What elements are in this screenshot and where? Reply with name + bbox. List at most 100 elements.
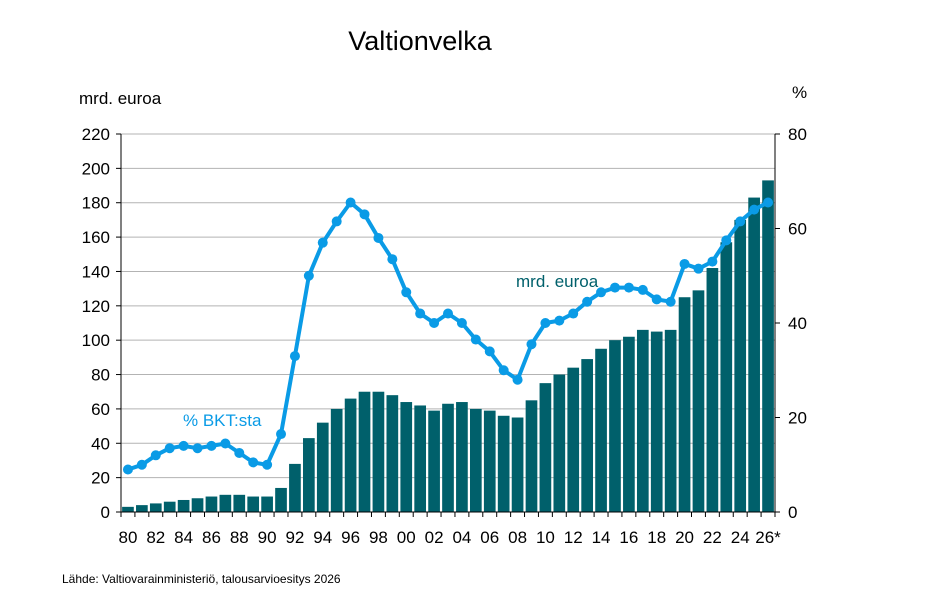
left-tick-label: 20 (91, 469, 110, 488)
line-point (484, 346, 495, 357)
bar (191, 498, 204, 512)
bar (205, 496, 218, 512)
line-point (150, 450, 161, 461)
bar (706, 268, 719, 512)
line-point (721, 235, 732, 246)
axes (116, 133, 780, 517)
bar (692, 290, 705, 512)
line-point (679, 258, 690, 269)
bar (247, 496, 260, 512)
line-point (331, 216, 342, 227)
line-point (415, 308, 426, 319)
right-tick-label: 60 (788, 220, 807, 239)
bar (289, 463, 301, 512)
bar (303, 438, 315, 512)
bar (567, 367, 580, 512)
bar (748, 197, 760, 512)
line-point (749, 204, 760, 215)
bar (372, 391, 385, 512)
x-tick-label: 82 (146, 528, 165, 547)
x-tick-label: 94 (313, 528, 332, 547)
x-tick-label: 10 (536, 528, 555, 547)
bar (233, 494, 246, 512)
left-axis-unit: mrd. euroa (79, 89, 162, 108)
line-point (289, 351, 300, 362)
line-point (248, 457, 259, 468)
line-point (206, 440, 217, 451)
left-tick-label: 220 (82, 125, 110, 144)
bar (386, 395, 399, 512)
line-point (220, 438, 231, 449)
left-axis-ticks: 0 20 40 60 80 100 120 140 160 180 200 220 (82, 125, 110, 522)
line-point (164, 443, 175, 454)
line-series (122, 197, 774, 475)
x-tick-label: 00 (397, 528, 416, 547)
x-tick-label: 26* (755, 528, 781, 547)
x-tick-label: 90 (258, 528, 277, 547)
bar (539, 383, 552, 512)
line-point (387, 254, 398, 265)
line-point (456, 318, 467, 328)
line-point (665, 296, 676, 307)
line-point (763, 197, 774, 208)
line-point (498, 365, 509, 376)
bar (428, 410, 440, 512)
left-tick-label: 100 (82, 331, 110, 350)
bar (553, 374, 566, 512)
line-point (554, 315, 565, 326)
bar (497, 415, 510, 512)
bar-series (122, 180, 774, 512)
x-tick-label: 88 (230, 528, 249, 547)
x-tick-label: 98 (369, 528, 388, 547)
x-tick-label: 08 (508, 528, 527, 547)
line-point (470, 334, 481, 345)
bar (525, 400, 538, 512)
line-point (735, 216, 746, 227)
bar (664, 329, 677, 512)
x-tick-label: 14 (592, 528, 611, 547)
right-tick-label: 0 (788, 503, 797, 522)
line-point (540, 318, 551, 328)
line-point (192, 443, 203, 454)
x-tick-label: 04 (452, 528, 471, 547)
bar (316, 422, 329, 512)
bar (163, 501, 176, 512)
line-point (122, 464, 133, 475)
line-point (317, 237, 328, 248)
bar (136, 505, 148, 512)
x-tick-label: 24 (731, 528, 750, 547)
bar (149, 503, 162, 512)
line-point (707, 256, 718, 267)
line-point (303, 270, 314, 281)
source-note: Lähde: Valtiovarainministeriö, talousarv… (62, 572, 341, 586)
bar (511, 417, 524, 512)
left-tick-label: 120 (82, 297, 110, 316)
left-tick-label: 60 (91, 400, 110, 419)
x-tick-label: 20 (675, 528, 694, 547)
x-axis-ticks: 80 82 84 86 88 90 92 94 96 98 00 02 04 06 08 10 12 14 16 18… (118, 528, 781, 547)
bar (581, 359, 593, 512)
line-point (609, 282, 620, 293)
bar-series-label: mrd. euroa (516, 272, 599, 291)
line-point (443, 308, 453, 319)
bar (636, 329, 649, 512)
left-tick-label: 40 (91, 434, 110, 453)
line-point (401, 287, 412, 298)
line-series-label: % BKT:sta (183, 411, 262, 430)
line-point (651, 294, 662, 305)
line-point (262, 459, 273, 470)
line-point (526, 339, 537, 350)
line-point (373, 232, 384, 243)
line-point (136, 459, 147, 470)
right-axis-ticks: 0 20 40 60 80 (788, 125, 807, 522)
line-point (429, 318, 440, 328)
line-point (596, 287, 607, 298)
line-point (276, 429, 287, 440)
bar (414, 405, 427, 512)
bar (623, 336, 635, 512)
bar (762, 180, 774, 512)
line-point (178, 440, 189, 451)
x-tick-label: 86 (202, 528, 221, 547)
right-tick-label: 20 (788, 409, 807, 428)
x-tick-label: 84 (174, 528, 193, 547)
